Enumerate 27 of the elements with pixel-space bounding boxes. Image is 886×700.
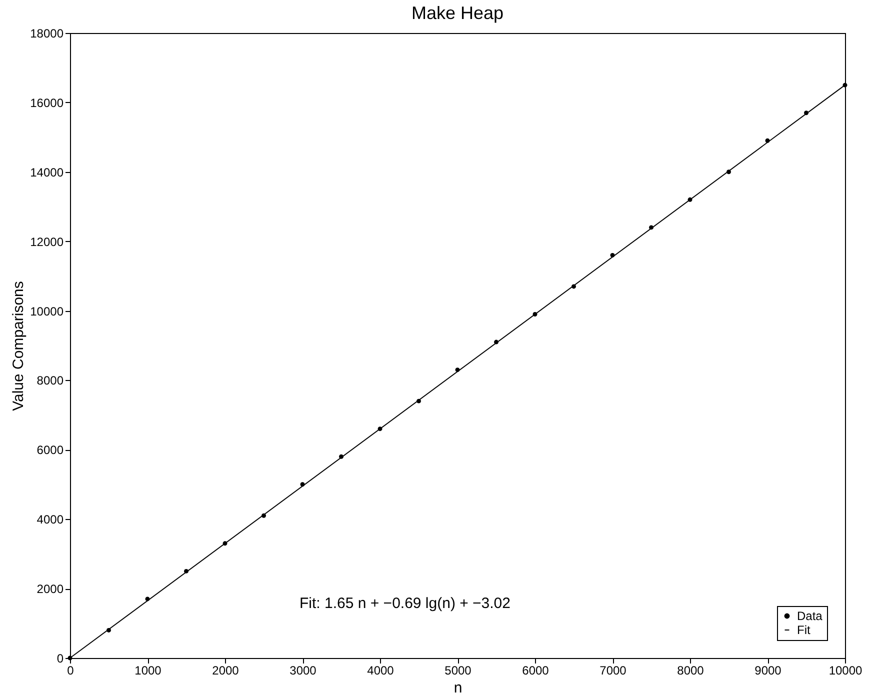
y-tick-label: 16000 <box>30 96 64 110</box>
legend-label: Fit <box>797 623 811 637</box>
x-tick-label: 2000 <box>212 664 240 678</box>
x-tick-label: 7000 <box>600 664 627 678</box>
y-tick-label: 10000 <box>30 304 64 318</box>
y-tick-label: 8000 <box>36 374 64 388</box>
x-axis-title: n <box>454 680 462 696</box>
y-tick-label: 6000 <box>36 443 64 458</box>
x-tick-label: 1000 <box>134 664 162 678</box>
x-tick-label: 3000 <box>290 664 317 678</box>
x-tick-label: 4000 <box>367 664 394 678</box>
x-tick-label: 9000 <box>754 664 782 678</box>
annotation: Fit: 1.65 n + −0.69 lg(n) + −3.02 <box>300 595 510 612</box>
y-tick-label: 14000 <box>30 165 64 180</box>
x-tick-label: 6000 <box>522 664 550 678</box>
y-tick-label: 12000 <box>30 234 64 249</box>
chart-title: Make Heap <box>411 3 504 23</box>
x-tick-label: 10000 <box>828 664 863 678</box>
y-axis-title: Value Comparisons <box>10 281 28 411</box>
y-tick-label: 4000 <box>36 512 64 527</box>
x-tick-label: 0 <box>67 664 74 678</box>
x-tick-label: 8000 <box>677 664 704 678</box>
legend-label: Data <box>797 609 823 623</box>
x-tick-label: 5000 <box>444 664 472 678</box>
y-tick-label: 0 <box>56 652 64 666</box>
y-tick-label: 2000 <box>36 582 64 596</box>
y-tick-label: 18000 <box>30 26 64 40</box>
